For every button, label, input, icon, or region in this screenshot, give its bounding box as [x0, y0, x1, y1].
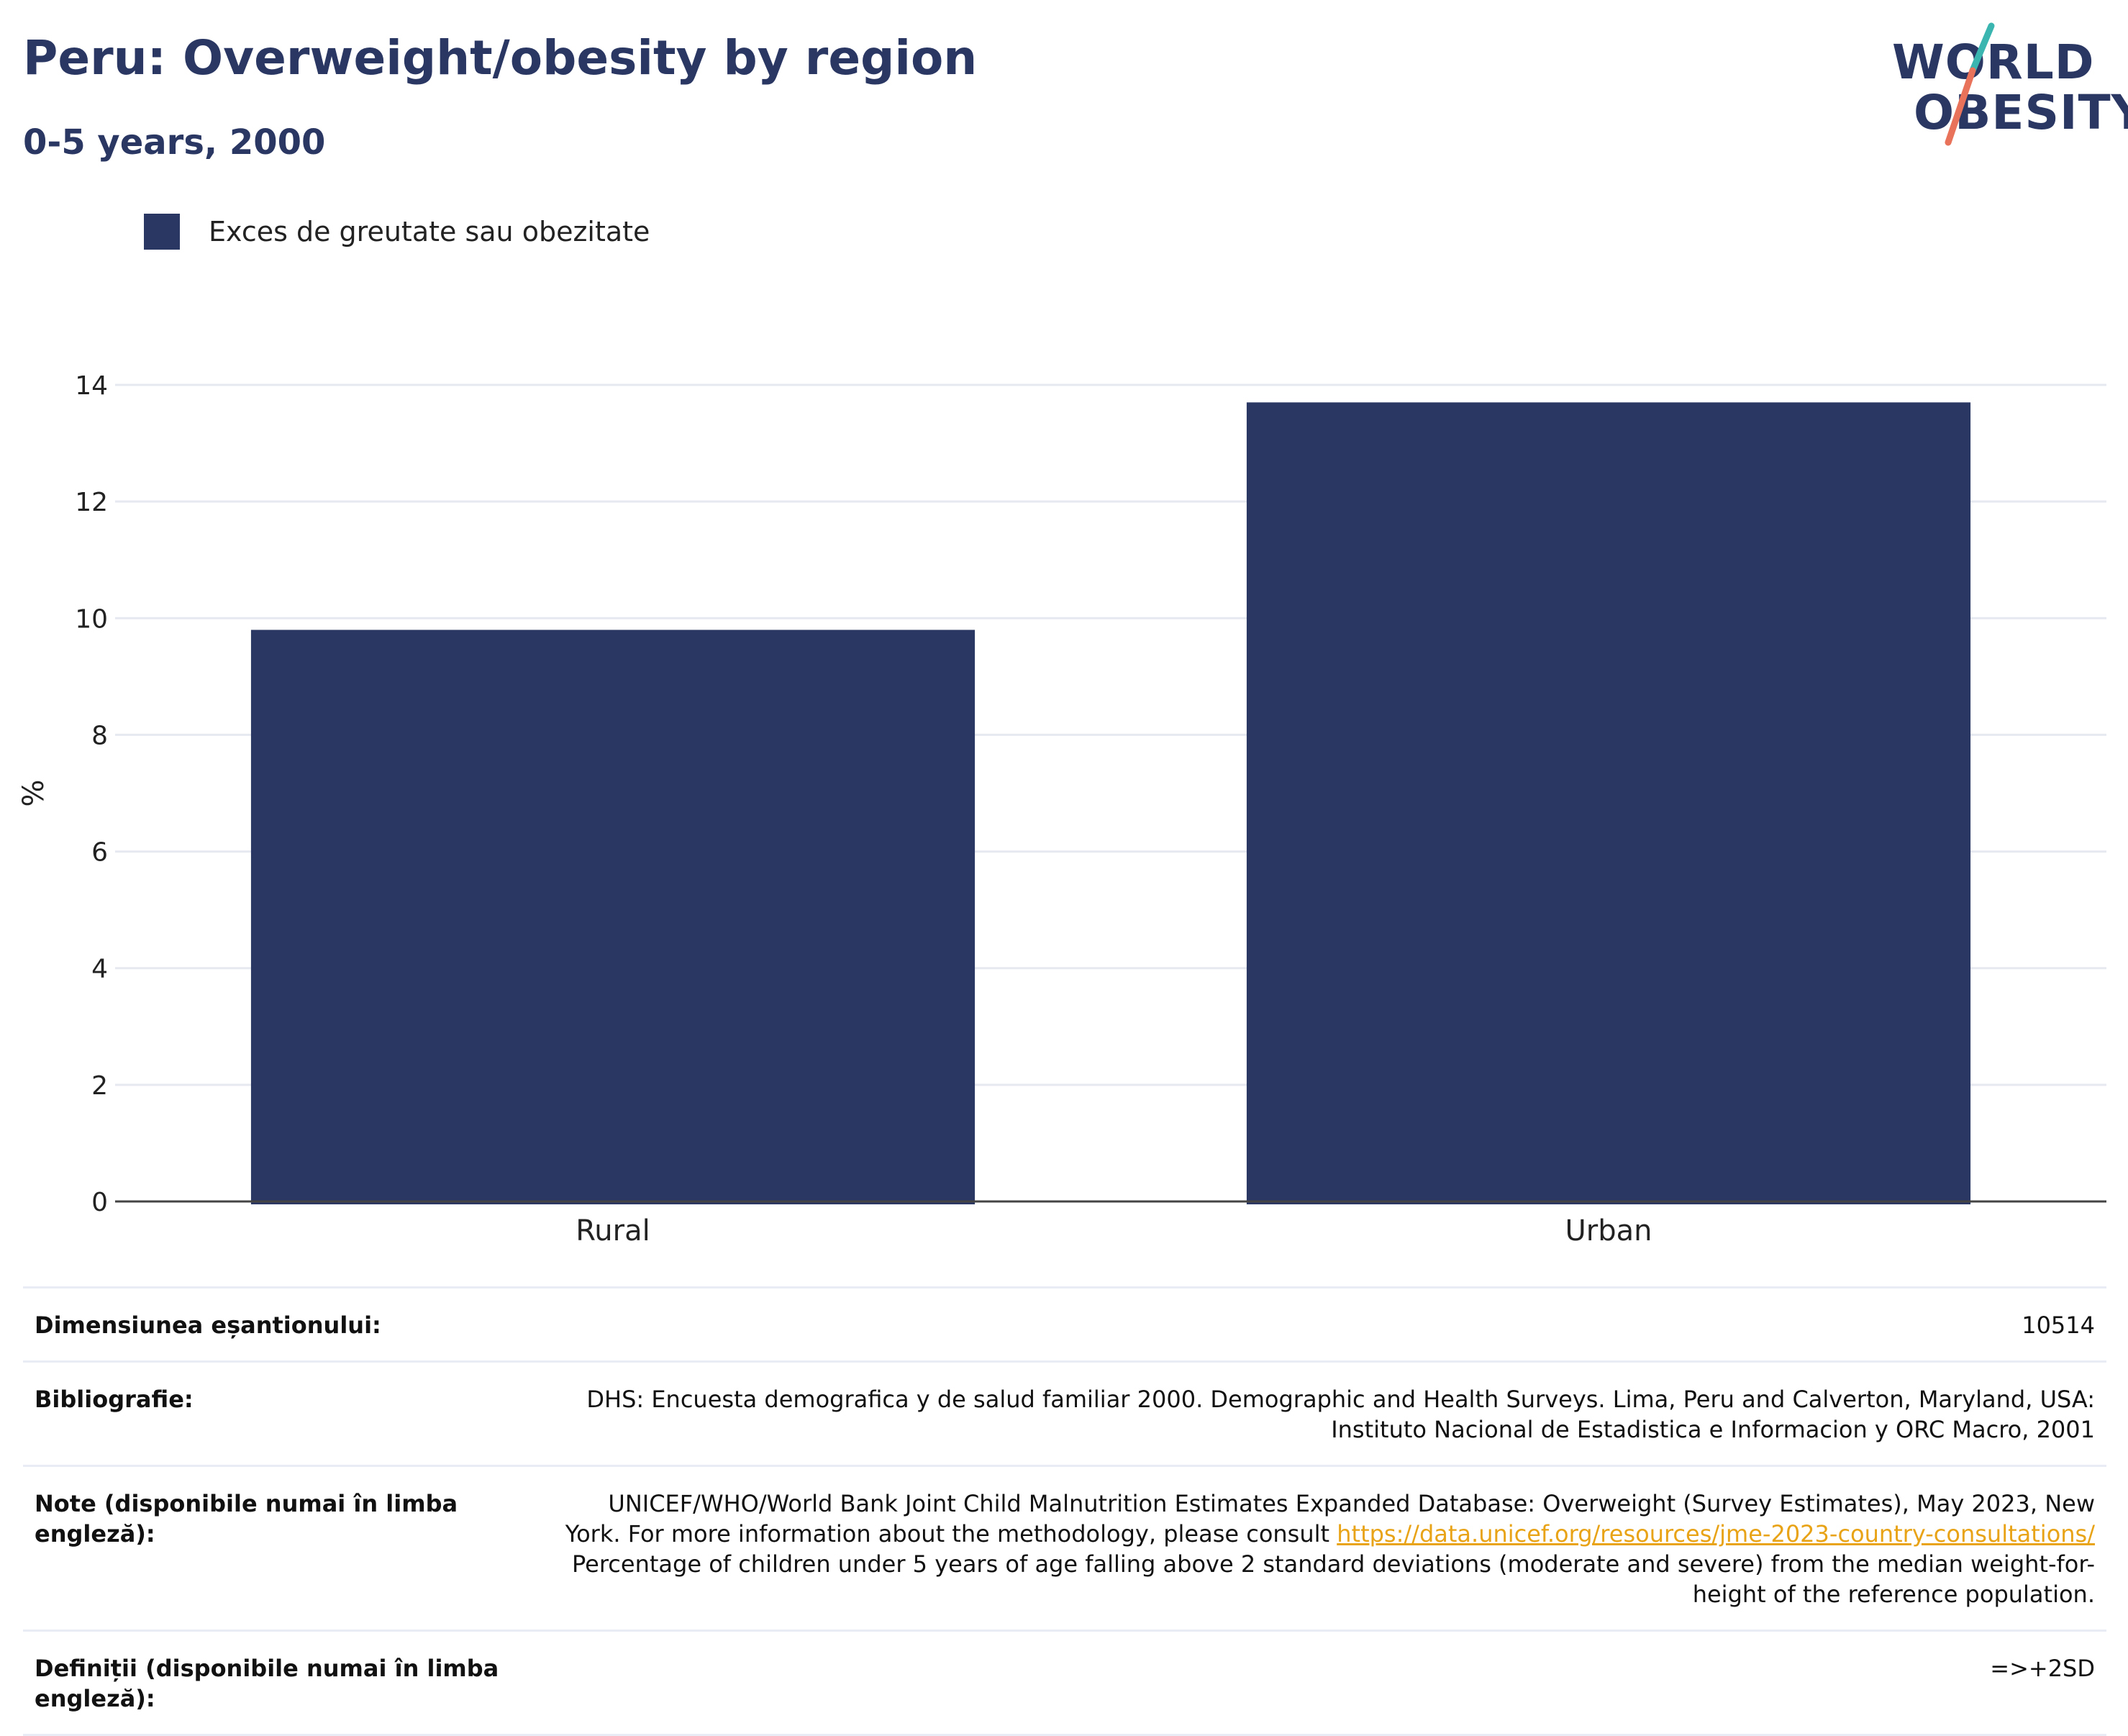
legend-label: Exces de greutate sau obezitate	[209, 216, 650, 247]
bar-chart: 0 2 4 6 8 10 12 14 Rural Urban%	[17, 371, 2106, 1248]
notes-label: Note (disponibile numai în limba engleză…	[35, 1490, 458, 1548]
info-row-notes: Note (disponibile numai în limba engleză…	[23, 1465, 2106, 1630]
y-tick-label-2: 2	[91, 1071, 108, 1101]
methodology-link[interactable]: https://data.unicef.org/resources/jme-20…	[1337, 1520, 2095, 1548]
bar-rural	[250, 630, 976, 1204]
y-axis-label: %	[17, 779, 50, 806]
bibliography-line-1: DHS: Encuesta demografica y de salud fam…	[586, 1386, 2095, 1413]
definitions-label: Definiții (disponibile numai în limba en…	[35, 1655, 499, 1712]
sample-size-label: Dimensiunea eșantionului:	[35, 1312, 381, 1339]
notes-line-1: UNICEF/WHO/World Bank Joint Child Malnut…	[608, 1490, 2095, 1517]
notes-line-2: York. For more information about the met…	[538, 1519, 2095, 1549]
notes-line-2-text: York. For more information about the met…	[565, 1520, 1337, 1548]
info-row-sample-size: Dimensiunea eșantionului: 10514	[23, 1286, 2106, 1360]
definitions-value: =>+2SD	[1990, 1655, 2095, 1682]
y-tick-label-10: 10	[75, 604, 108, 634]
sample-size-value: 10514	[2022, 1312, 2095, 1339]
bibliography-line-2: Instituto Nacional de Estadistica e Info…	[1331, 1416, 2095, 1443]
y-tick-label-0: 0	[91, 1188, 108, 1217]
y-tick-label-8: 8	[91, 721, 108, 750]
bar-urban	[1246, 402, 1971, 1204]
x-tick-label-urban: Urban	[1565, 1214, 1652, 1248]
bibliography-label: Bibliografie:	[35, 1386, 194, 1413]
chart-title: Peru: Overweight/obesity by region	[23, 30, 978, 86]
notes-line-3: Percentage of children under 5 years of …	[572, 1550, 2095, 1578]
info-row-definitions: Definiții (disponibile numai în limba en…	[23, 1630, 2106, 1736]
info-row-bibliography: Bibliografie: DHS: Encuesta demografica …	[23, 1360, 2106, 1465]
chart-subtitle: 0-5 years, 2000	[23, 122, 326, 163]
notes-value: UNICEF/WHO/World Bank Joint Child Malnut…	[538, 1489, 2095, 1609]
logo-word-world: WORLD	[1892, 35, 2095, 90]
info-table: Dimensiunea eșantionului: 10514 Bibliogr…	[23, 1286, 2106, 1736]
x-tick-label-rural: Rural	[576, 1214, 650, 1248]
chart-legend: Exces de greutate sau obezitate	[144, 213, 650, 250]
y-tick-label-12: 12	[75, 488, 108, 517]
notes-line-4: height of the reference population.	[1692, 1581, 2095, 1608]
logo-slash-icon	[1945, 22, 1995, 146]
y-tick-label-14: 14	[75, 371, 108, 401]
world-obesity-logo: WORLD OBESITY	[1870, 20, 2128, 150]
y-tick-label-4: 4	[91, 955, 108, 984]
legend-swatch	[144, 214, 180, 250]
bibliography-value: DHS: Encuesta demografica y de salud fam…	[538, 1384, 2095, 1445]
y-tick-label-6: 6	[91, 838, 108, 868]
